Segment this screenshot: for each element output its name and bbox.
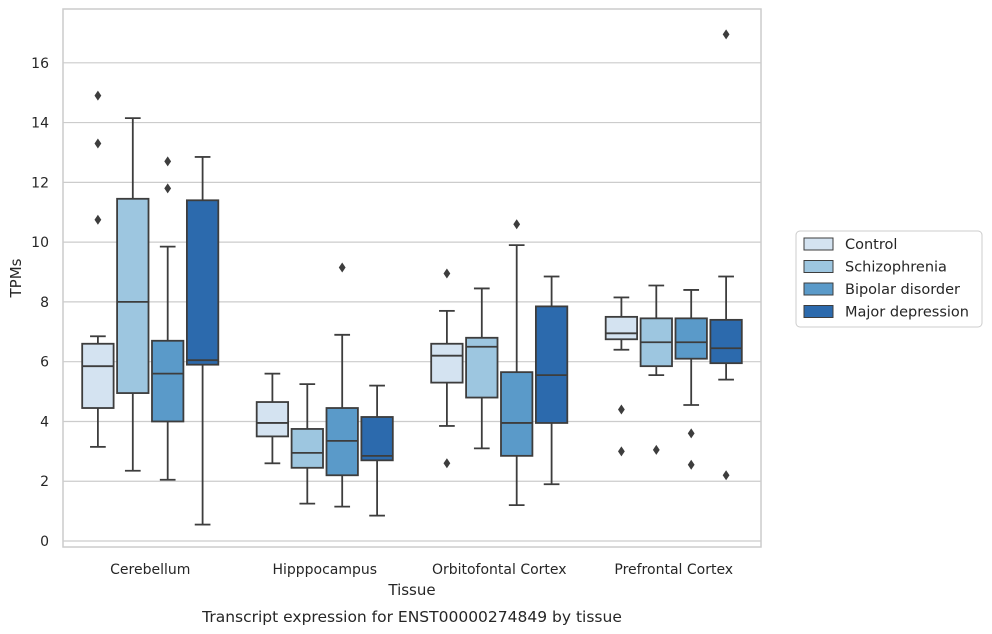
- box-bipolar-disorder: [674, 289, 708, 470]
- x-tick-label: Orbitofontal Cortex: [432, 562, 567, 578]
- legend-label: Bipolar disorder: [845, 282, 960, 298]
- iqr-box: [709, 318, 743, 365]
- iqr-box: [500, 371, 534, 457]
- box-schizophrenia: [116, 117, 150, 472]
- y-tick-label: 2: [40, 474, 49, 490]
- plot-area-frame: [62, 8, 762, 548]
- x-tick-label: Cerebellum: [110, 562, 190, 578]
- legend: Control Schizophrenia Bipolar disorder Majo…: [795, 230, 983, 328]
- box-schizophrenia: [639, 284, 673, 455]
- legend-swatch: [803, 237, 834, 251]
- x-tick-label: Prefrontal Cortex: [614, 562, 733, 578]
- iqr-box: [674, 317, 708, 360]
- legend-label: Major depression: [845, 305, 969, 321]
- y-tick-label: 8: [40, 295, 49, 311]
- outlier-point: [513, 219, 521, 230]
- box-major-depression: [185, 156, 220, 526]
- iqr-box: [360, 416, 394, 462]
- outlier-point: [94, 138, 102, 149]
- y-tick-label: 14: [31, 116, 49, 132]
- legend-label: Control: [845, 237, 897, 253]
- iqr-box: [185, 199, 220, 366]
- iqr-box: [290, 428, 324, 469]
- legend-frame: [795, 230, 983, 328]
- box-bipolar-disorder: [500, 219, 534, 507]
- outlier-point: [618, 404, 625, 415]
- y-tick-label: 6: [40, 355, 49, 371]
- chart-caption: Transcript expression for ENST0000027484…: [201, 608, 622, 626]
- outlier-point: [338, 262, 346, 273]
- box-schizophrenia: [465, 287, 499, 450]
- iqr-box: [534, 305, 569, 424]
- iqr-box: [465, 336, 499, 399]
- legend-swatch: [803, 260, 834, 273]
- box-bipolar-disorder: [151, 156, 185, 481]
- x-axis-label: Tissue: [387, 581, 435, 599]
- y-axis-label: TPMs: [7, 258, 25, 298]
- outlier-point: [722, 470, 730, 481]
- outlier-point: [443, 268, 451, 279]
- iqr-box: [430, 342, 464, 384]
- legend-swatch: [803, 282, 834, 296]
- iqr-box: [255, 401, 290, 438]
- box-major-depression: [534, 275, 569, 486]
- boxes: [81, 29, 743, 526]
- box-control: [81, 90, 115, 448]
- box-bipolar-disorder: [325, 262, 359, 508]
- iqr-box: [81, 342, 115, 409]
- box-major-depression: [360, 384, 394, 517]
- legend-swatch: [803, 305, 834, 318]
- x-tick-label: Hipppocampus: [272, 562, 377, 578]
- outlier-point: [94, 90, 102, 101]
- box-control: [255, 372, 290, 465]
- box-control: [604, 296, 639, 457]
- iqr-box: [151, 339, 185, 423]
- y-tick-label: 0: [40, 534, 49, 550]
- outlier-point: [94, 214, 102, 225]
- box-schizophrenia: [290, 383, 324, 505]
- legend-label: Schizophrenia: [845, 260, 947, 276]
- y-tick-label: 10: [31, 235, 49, 251]
- y-tick-label: 4: [40, 414, 49, 430]
- outlier-point: [652, 444, 660, 455]
- outlier-point: [687, 459, 695, 470]
- outlier-point: [443, 458, 451, 469]
- outlier-point: [164, 156, 172, 167]
- outlier-point: [618, 446, 625, 457]
- outlier-point: [687, 428, 695, 439]
- box-control: [430, 268, 464, 469]
- box-major-depression: [709, 29, 743, 481]
- y-tick-label: 16: [31, 56, 49, 72]
- outlier-point: [164, 183, 172, 194]
- iqr-box: [116, 197, 150, 394]
- y-tick-labels: 0 2 4 6 8 10 12 14 16: [31, 56, 49, 550]
- x-tick-labels: Cerebellum Hipppocampus Orbitofontal Corte…: [110, 562, 733, 578]
- y-tick-label: 12: [31, 175, 49, 191]
- outlier-point: [722, 29, 730, 40]
- iqr-box: [604, 315, 639, 341]
